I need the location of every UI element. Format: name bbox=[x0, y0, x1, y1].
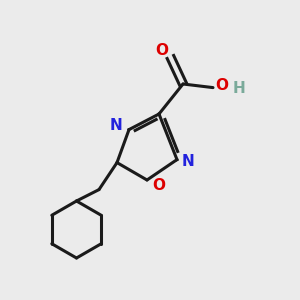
Text: O: O bbox=[215, 78, 229, 93]
Text: O: O bbox=[155, 43, 169, 58]
Text: H: H bbox=[232, 81, 245, 96]
Text: N: N bbox=[182, 154, 195, 169]
Text: O: O bbox=[152, 178, 165, 193]
Text: N: N bbox=[110, 118, 123, 134]
